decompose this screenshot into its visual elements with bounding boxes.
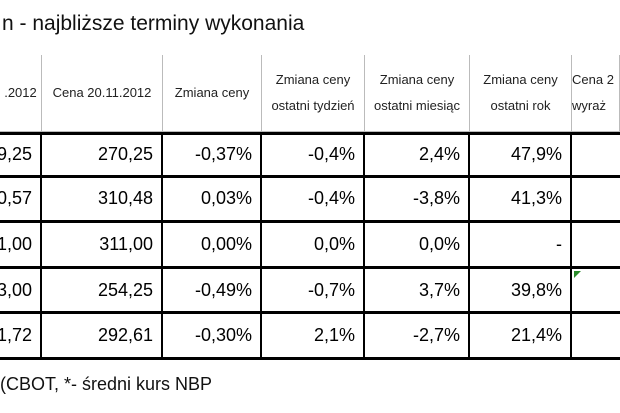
header-text: Zmiana ceny [275,72,351,87]
table-cell [572,132,620,178]
table-cell: -0,4% [262,132,365,178]
table-cell [572,269,620,315]
table-cell: 2,1% [262,314,365,360]
table-cell: 69,25 [0,132,42,178]
sheet-title: n - najbliższe terminy wykonania [2,12,305,35]
table-cell: 2,4% [365,132,470,178]
table-cell: -0,49% [163,268,262,315]
table-cell: 39,8% [470,268,572,315]
table-cell: 41,3% [470,177,572,224]
table-cell [572,314,620,360]
table-cell: 311,00 [42,223,163,269]
header-cell: .2012 [0,55,42,132]
header-cell: Zmiana ceny [163,55,262,132]
header-text: Cena 2 [572,72,614,87]
header-text: Zmiana ceny [174,85,250,100]
header-text: wyraż [572,98,606,113]
table-cell: 0,0% [365,223,470,269]
table-cell: - [470,223,572,269]
table-cell: 53,00 [0,268,42,315]
table-cell: 91,72 [0,314,42,360]
table-cell: 292,61 [42,314,163,360]
table-cell: 270,25 [42,132,163,178]
table-cell: 21,4% [470,314,572,360]
table-cell: 0,0% [262,223,365,269]
table-cell: 0,00% [163,223,262,269]
table-cell: -3,8% [365,177,470,224]
header-text: Zmiana ceny [379,72,455,87]
header-text: ostatni tydzień [271,98,355,113]
table-cell: 3,7% [365,268,470,315]
header-cell: Zmiana ceny ostatni tydzień [262,55,365,132]
header-cell: Cena 2 wyraż [572,55,620,132]
table-cell: 254,25 [42,268,163,315]
header-cell: Zmiana ceny ostatni rok [470,55,572,132]
header-text: ostatni miesiąc [374,98,460,113]
header-text: Zmiana ceny [483,72,558,87]
footnote: (CBOT, *- średni kurs NBP [0,374,213,394]
table-cell: 310,48 [42,177,163,224]
cell-comment-marker [574,270,581,278]
table-cell: -0,37% [163,132,262,178]
header-text: .2012 [4,85,37,100]
table-cell [572,178,620,224]
header-text: ostatni rok [490,98,551,113]
header-cell: Cena 20.11.2012 [42,55,163,132]
table-cell: 47,9% [470,132,572,178]
table-cell: 10,57 [0,177,42,224]
table-cell: -0,30% [163,314,262,360]
table-cell [572,223,620,269]
table-cell: -0,7% [262,268,365,315]
table-cell: -0,4% [262,177,365,224]
header-text: Cena 20.11.2012 [52,85,152,100]
table-cell: -2,7% [365,314,470,360]
table-cell: 11,00 [0,223,42,269]
table-cell: 0,03% [163,177,262,224]
header-cell: Zmiana ceny ostatni miesiąc [365,55,470,132]
